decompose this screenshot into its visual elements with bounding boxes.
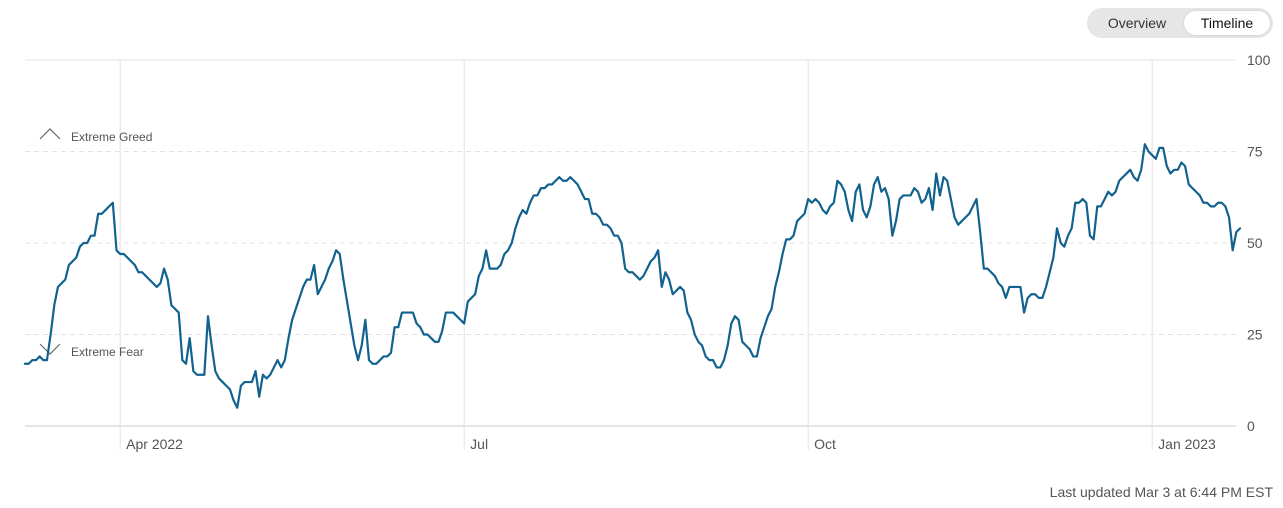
x-tick-label: Jul (470, 436, 488, 452)
timeline-tab[interactable]: Timeline (1184, 11, 1270, 35)
x-tick-label: Jan 2023 (1158, 436, 1216, 452)
fear-greed-line-chart: 0 25 50 75 100 Apr 2022 Jul Oct Jan 2023 Extreme … (23, 52, 1271, 452)
y-tick-label: 0 (1247, 418, 1255, 434)
chevron-up-icon (39, 128, 61, 140)
annotation-label: Extreme Greed (71, 130, 152, 144)
chevron-down-icon (39, 343, 61, 355)
annotation-label: Extreme Fear (71, 345, 144, 359)
view-toggle: Overview Timeline (1087, 8, 1273, 38)
x-tick-label: Oct (814, 436, 836, 452)
y-tick-label: 100 (1247, 52, 1271, 68)
y-tick-label: 75 (1247, 144, 1263, 160)
overview-tab[interactable]: Overview (1107, 15, 1167, 31)
x-tick-label: Apr 2022 (126, 436, 183, 452)
y-tick-label: 25 (1247, 327, 1263, 343)
y-tick-label: 50 (1247, 235, 1263, 251)
last-updated-text: Last updated Mar 3 at 6:44 PM EST (1049, 484, 1273, 500)
series-line (23, 143, 1242, 409)
